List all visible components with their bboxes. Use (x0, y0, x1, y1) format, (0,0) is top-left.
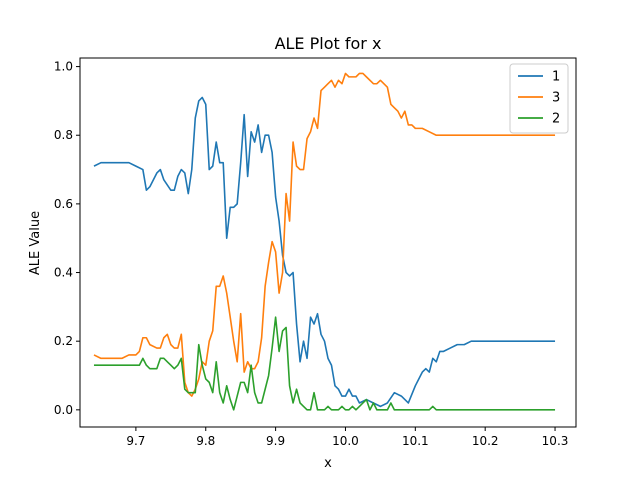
y-tick-label: 0.0 (54, 403, 73, 417)
y-tick-label: 0.2 (54, 334, 73, 348)
legend-label-3: 3 (552, 91, 560, 106)
legend-label-2: 2 (552, 112, 560, 127)
x-tick-label: 10.3 (542, 434, 569, 448)
x-tick-label: 10.0 (332, 434, 359, 448)
series-line-2 (93, 316, 556, 411)
x-axis-label: x (324, 456, 332, 471)
x-tick-label: 10.2 (472, 434, 499, 448)
axes: 9.7 9.8 9.9 10.0 10.1 10.2 10.3 0.0 0.2 0.4 0.6 0.8… (54, 57, 577, 448)
plot-area (93, 72, 556, 411)
y-axis-label: ALE Value (28, 211, 43, 275)
y-tick-label: 0.8 (54, 128, 73, 142)
y-tick-label: 0.6 (54, 197, 73, 211)
legend: 1 3 2 (509, 63, 569, 134)
axes-frame (79, 57, 577, 428)
x-tick-label: 9.8 (196, 434, 215, 448)
y-tick-label: 0.4 (54, 266, 73, 280)
legend-label-1: 1 (552, 70, 560, 85)
legend-box (509, 63, 569, 134)
chart-title: ALE Plot for x (275, 34, 382, 53)
y-tick-label: 1.0 (54, 60, 73, 74)
x-tick-label: 9.9 (266, 434, 285, 448)
series-line-3 (93, 72, 556, 397)
x-tick-label: 9.7 (126, 434, 145, 448)
x-tick-label: 10.1 (402, 434, 429, 448)
